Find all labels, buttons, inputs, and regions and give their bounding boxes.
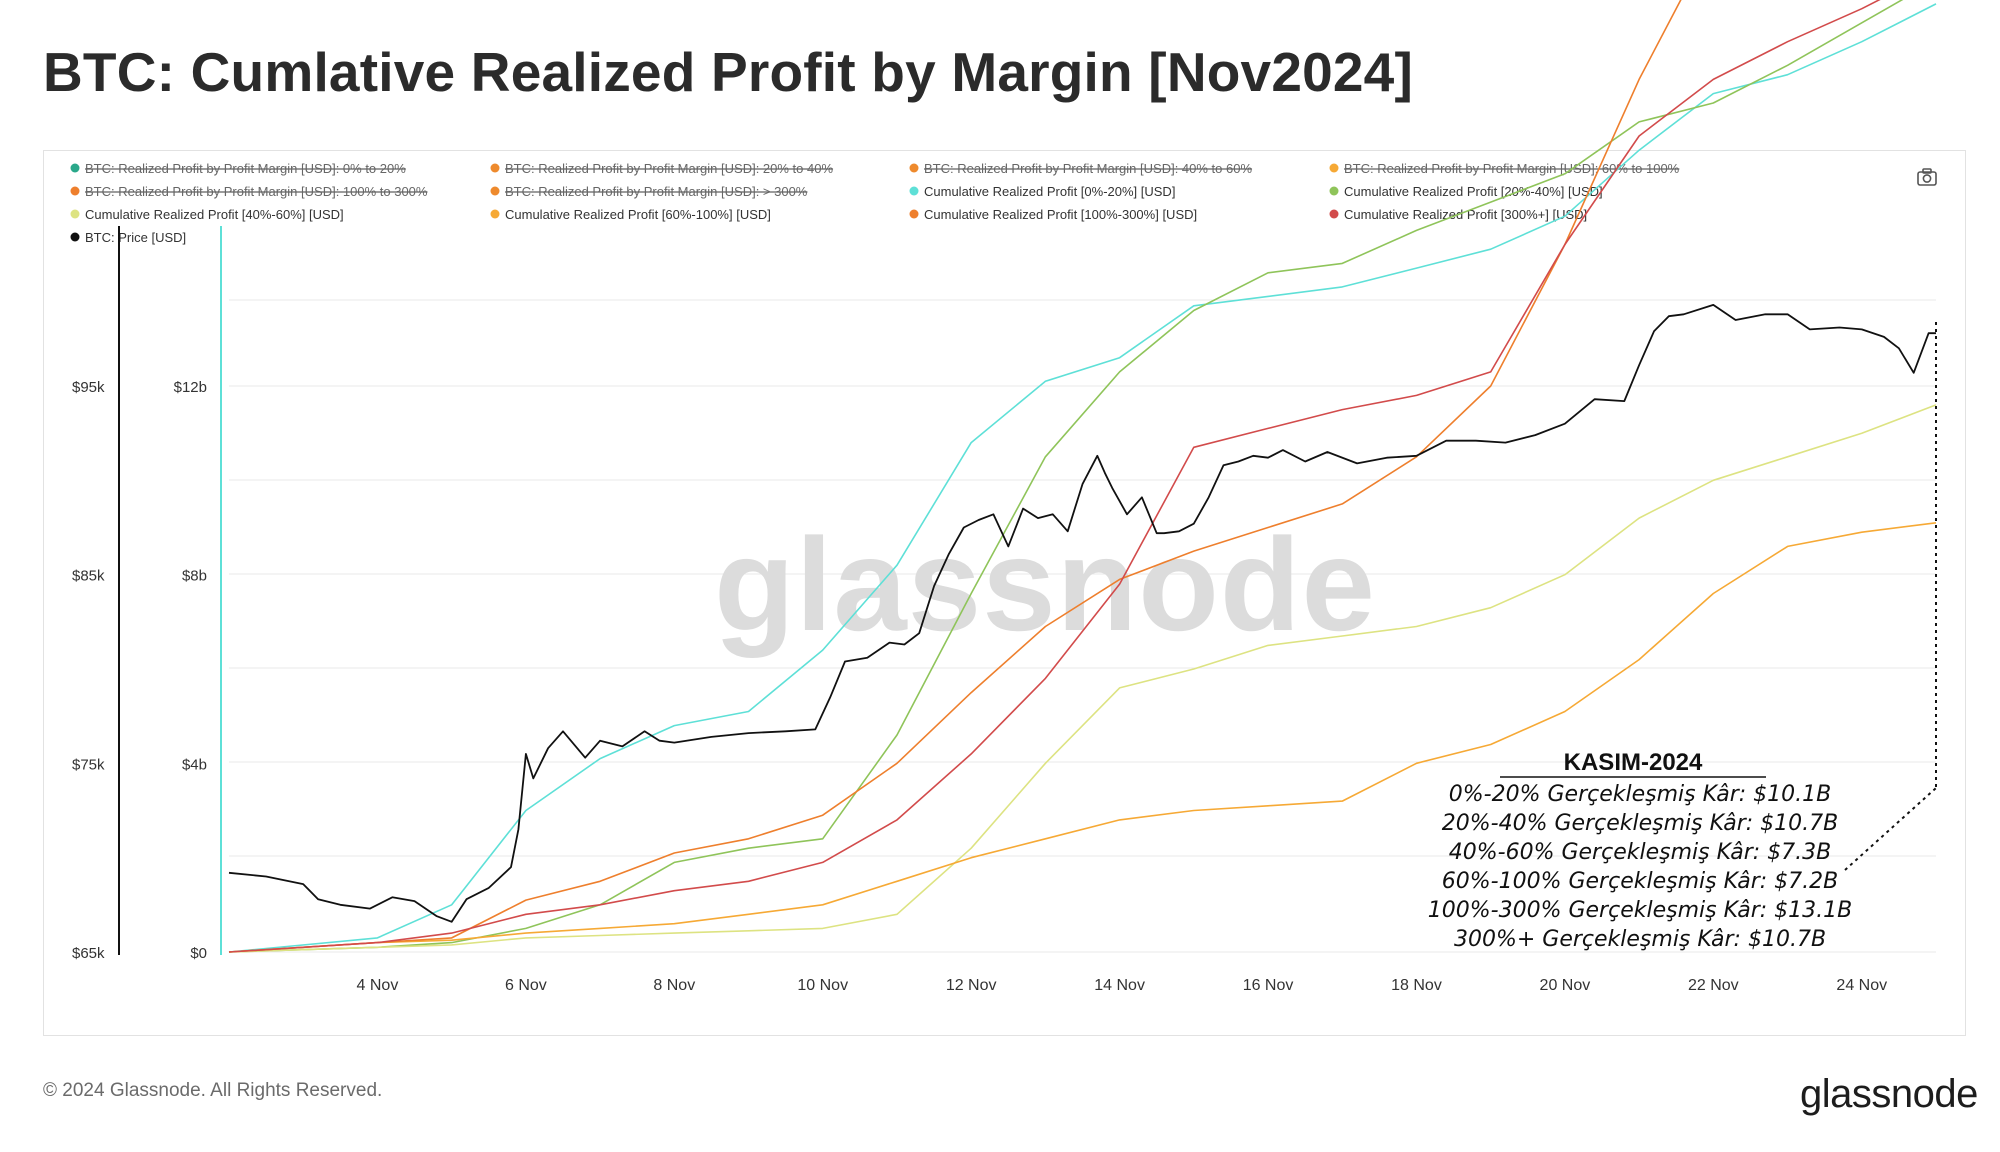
footer-brand-logo: glassnode (1800, 1072, 1978, 1116)
chart-panel (43, 150, 1966, 1036)
camera-icon[interactable] (1916, 166, 1938, 188)
page-title: BTC: Cumlative Realized Profit by Margin… (43, 41, 1413, 103)
footer-copyright: © 2024 Glassnode. All Rights Reserved. (43, 1080, 383, 1101)
